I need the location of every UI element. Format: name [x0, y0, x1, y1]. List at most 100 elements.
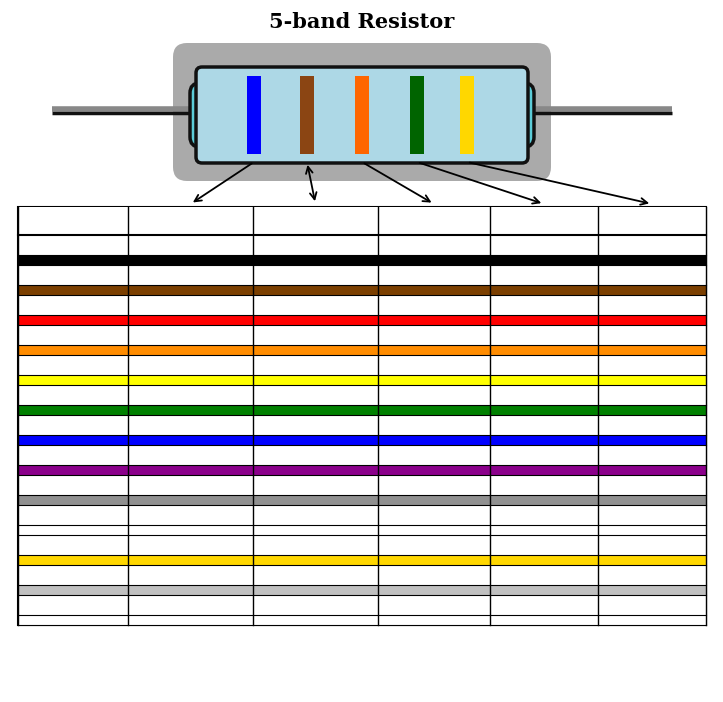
Bar: [300, 76, 314, 154]
Text: 8: 8: [187, 479, 194, 491]
Bar: [18, 435, 706, 445]
Text: Orange: Orange: [50, 329, 96, 341]
Text: ±0.5%: ±0.5%: [631, 388, 672, 402]
Text: ±20%: ±20%: [633, 599, 671, 611]
Bar: [18, 415, 706, 435]
Text: 1: 1: [430, 268, 438, 282]
Bar: [247, 76, 261, 154]
Text: Brown: Brown: [53, 268, 93, 282]
Text: Yellow: Yellow: [53, 359, 93, 371]
Bar: [18, 207, 706, 625]
Bar: [18, 405, 706, 415]
Text: 7: 7: [430, 449, 438, 461]
Text: 7: 7: [312, 449, 320, 461]
Text: × 1,000,000: × 1,000,000: [506, 418, 582, 432]
Text: 5-band Resistor: 5-band Resistor: [269, 12, 454, 32]
FancyBboxPatch shape: [190, 83, 232, 147]
Text: ±10%: ±10%: [633, 569, 670, 581]
Text: ±5%: ±5%: [637, 538, 667, 552]
Text: × 0.1: × 0.1: [527, 538, 561, 552]
FancyBboxPatch shape: [492, 83, 534, 147]
Text: 2: 2: [187, 298, 194, 312]
Text: 2: 2: [312, 298, 320, 312]
Bar: [18, 295, 706, 315]
Text: 2: 2: [291, 215, 301, 227]
Text: 3: 3: [410, 215, 419, 227]
Text: No band: No band: [46, 599, 100, 611]
Text: Silver: Silver: [55, 569, 91, 581]
Text: ±0.05%: ±0.05%: [628, 479, 677, 491]
Bar: [18, 345, 706, 355]
Text: × 0.01: × 0.01: [523, 569, 565, 581]
Text: 9: 9: [312, 508, 320, 522]
Bar: [18, 535, 706, 555]
Text: band value: band value: [179, 215, 263, 227]
Text: band value: band value: [306, 215, 390, 227]
Text: Tolerances: Tolerances: [612, 215, 692, 227]
Bar: [18, 207, 706, 235]
Text: Multiplier: Multiplier: [507, 215, 581, 227]
Bar: [18, 255, 706, 265]
Text: 0: 0: [187, 239, 194, 251]
Bar: [18, 475, 706, 495]
Text: band value: band value: [422, 215, 511, 227]
Text: 9: 9: [430, 508, 438, 522]
Bar: [18, 565, 706, 585]
Text: × 100: × 100: [526, 298, 562, 312]
Bar: [18, 315, 706, 325]
Bar: [18, 615, 706, 625]
Bar: [460, 76, 474, 154]
Text: ±0.10%: ±0.10%: [628, 449, 677, 461]
Text: ±4%: ±4%: [637, 359, 667, 371]
Text: × 10,000,000: × 10,000,000: [502, 449, 586, 461]
Text: 1: 1: [312, 268, 320, 282]
Text: Black: Black: [56, 239, 90, 251]
Text: 4: 4: [430, 359, 438, 371]
Text: 4: 4: [187, 359, 194, 371]
Text: ±0.25%: ±0.25%: [628, 418, 677, 432]
Text: 3: 3: [187, 329, 194, 341]
Bar: [18, 325, 706, 345]
Text: 5: 5: [312, 388, 320, 402]
Text: 1: 1: [187, 268, 194, 282]
Text: Green: Green: [54, 388, 92, 402]
Bar: [18, 525, 706, 535]
Text: 6: 6: [187, 418, 194, 432]
Bar: [18, 355, 706, 375]
Bar: [18, 285, 706, 295]
Text: × 10: × 10: [529, 268, 559, 282]
Text: Blue: Blue: [59, 418, 87, 432]
Bar: [410, 76, 424, 154]
Text: 2: 2: [430, 298, 438, 312]
Text: 6: 6: [430, 418, 438, 432]
Text: × 10,000: × 10,000: [515, 359, 573, 371]
Text: 3: 3: [312, 329, 320, 341]
Bar: [18, 385, 706, 405]
Text: Color: Color: [53, 215, 93, 227]
Bar: [355, 76, 369, 154]
Text: ±2%: ±2%: [637, 298, 667, 312]
Bar: [18, 595, 706, 615]
Text: 3: 3: [430, 329, 438, 341]
Bar: [18, 585, 706, 595]
Text: Grey: Grey: [58, 479, 88, 491]
Text: 4: 4: [312, 359, 320, 371]
Text: × 100,000,000: × 100,000,000: [498, 479, 590, 491]
Text: × 1,000,000,000: × 1,000,000,000: [492, 508, 596, 522]
FancyBboxPatch shape: [196, 67, 528, 163]
Text: ±1%: ±1%: [637, 268, 667, 282]
Text: 9: 9: [187, 508, 194, 522]
Text: 1: 1: [166, 215, 176, 227]
Text: nd: nd: [299, 213, 311, 222]
Text: st: st: [174, 213, 183, 222]
Text: × 1: × 1: [533, 239, 555, 251]
Bar: [18, 375, 706, 385]
Text: Violet: Violet: [55, 449, 91, 461]
Bar: [18, 445, 706, 465]
Bar: [18, 265, 706, 285]
Text: × 100,000: × 100,000: [512, 388, 576, 402]
Bar: [18, 495, 706, 505]
FancyBboxPatch shape: [173, 43, 551, 181]
Text: 0: 0: [312, 239, 320, 251]
Bar: [18, 555, 706, 565]
